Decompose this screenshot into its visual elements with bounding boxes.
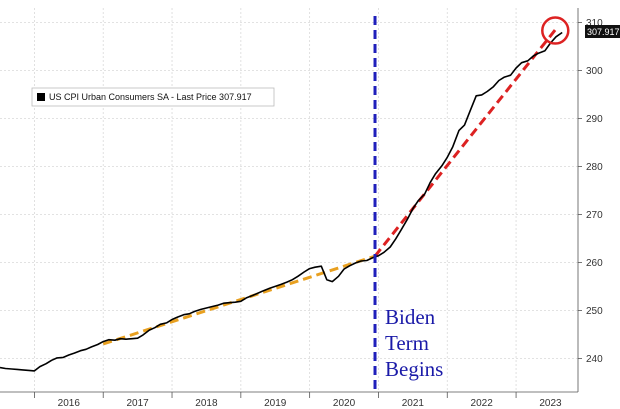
legend-swatch: [37, 93, 45, 101]
y-tick-label: 240: [586, 354, 603, 365]
x-tick-label: 2020: [333, 398, 356, 409]
x-tick-label: 2018: [195, 398, 218, 409]
y-tick-label: 280: [586, 162, 603, 173]
highlight-circle: [541, 16, 570, 45]
x-tick-label: 2022: [471, 398, 494, 409]
trend-lines: [102, 26, 559, 346]
trend-line-post-2021: [373, 26, 559, 258]
last-price-value: 307.917: [587, 27, 620, 37]
y-tick-label: 270: [586, 210, 603, 221]
series-layer: [0, 31, 563, 372]
grid: [0, 8, 578, 392]
x-tick-label: 2019: [264, 398, 287, 409]
x-tick-label: 2023: [539, 398, 562, 409]
legend: US CPI Urban Consumers SA - Last Price 3…: [31, 87, 275, 107]
y-tick-label: 260: [586, 258, 603, 269]
x-tick-label: 2017: [126, 398, 149, 409]
x-tick-label: 2016: [58, 398, 81, 409]
annotation-line: Term: [385, 331, 429, 355]
y-tick-label: 300: [586, 66, 603, 77]
y-tick-label: 250: [586, 306, 603, 317]
term-marker: [373, 16, 570, 392]
y-tick-label: 290: [586, 114, 603, 125]
last-price-badge: [585, 25, 620, 38]
cpi-series-line: [0, 31, 563, 372]
annotation-line: Begins: [385, 357, 443, 381]
trend-line-pre-2021: [102, 254, 376, 346]
legend-label: US CPI Urban Consumers SA - Last Price 3…: [49, 92, 252, 102]
x-tick-label: 2021: [402, 398, 425, 409]
annotation-line: Biden: [385, 305, 436, 329]
y-tick-label: 310: [586, 18, 603, 29]
legend-box: [31, 87, 275, 107]
last-price-tag: 307.917: [585, 25, 620, 38]
axes: 240 250 260 270 280 290 300 310 2016 2017 2018 2019…: [0, 8, 603, 409]
